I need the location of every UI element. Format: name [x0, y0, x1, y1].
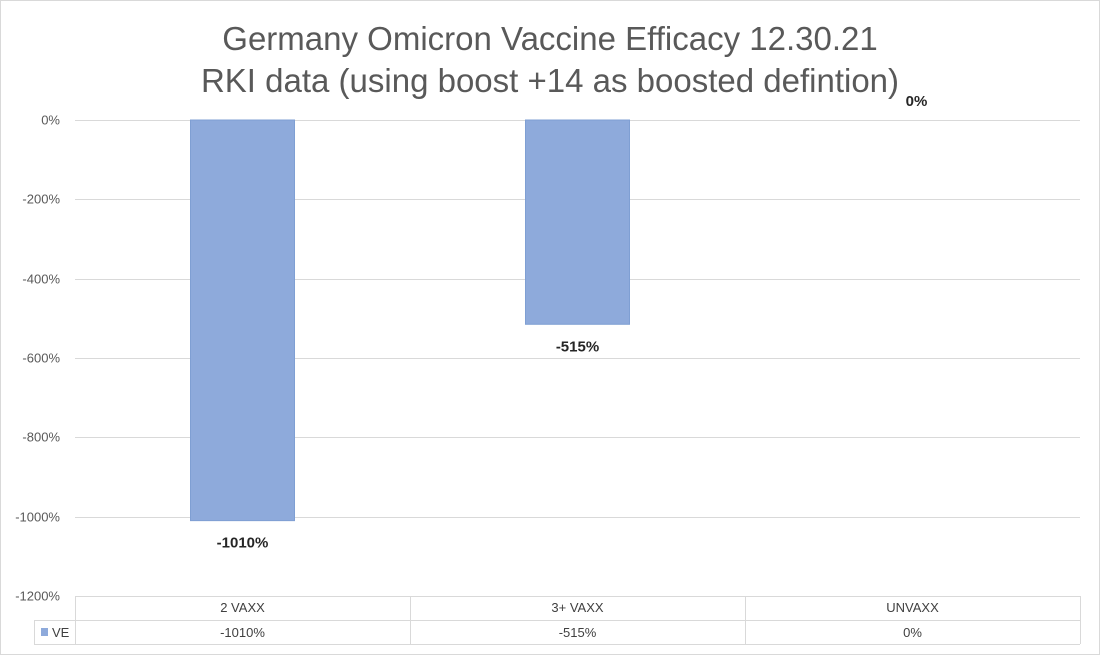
bars [190, 119, 630, 522]
chart-title-block: Germany Omicron Vaccine Efficacy 12.30.2… [0, 18, 1100, 102]
chart-subtitle: RKI data (using boost +14 as boosted def… [200, 62, 900, 99]
y-axis-tick-labels: 0% -200% -400% -600% -800% -1000% -1200% [15, 113, 60, 604]
bar-3-vaxx [525, 119, 630, 325]
table-value-cell: -1010% [220, 625, 265, 640]
data-label: -1010% [217, 535, 269, 552]
data-label: -515% [556, 338, 599, 355]
data-table: 2 VAXX -1010% 3+ VAXX -515% UNVAXX 0% VE [34, 596, 1081, 645]
table-value-cell: -515% [559, 625, 597, 640]
chart-title: Germany Omicron Vaccine Efficacy 12.30.2… [222, 20, 878, 57]
y-tick-label: -800% [22, 430, 60, 445]
x-category-label: UNVAXX [886, 600, 939, 615]
y-tick-label: -1000% [15, 510, 60, 525]
x-category-label: 2 VAXX [220, 600, 265, 615]
bar-2-vaxx [190, 119, 295, 522]
y-tick-label: -400% [22, 272, 60, 287]
legend-swatch [41, 628, 48, 636]
legend-series-name: VE [52, 625, 70, 640]
y-tick-label: -200% [22, 192, 60, 207]
data-labels: -1010% -515% 0% [217, 93, 928, 552]
y-tick-label: -600% [22, 351, 60, 366]
x-category-label: 3+ VAXX [551, 600, 603, 615]
table-value-cell: 0% [903, 625, 922, 640]
data-label: 0% [906, 93, 928, 110]
y-tick-label: 0% [41, 113, 60, 128]
y-tick-label: -1200% [15, 589, 60, 604]
